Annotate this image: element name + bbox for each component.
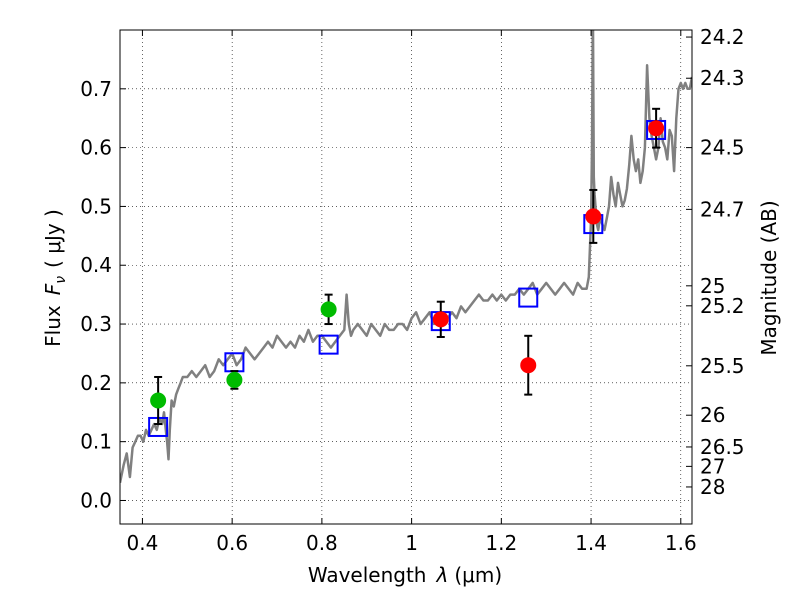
y2-tick-label: 26.5 [700, 435, 745, 459]
y2-tick-label: 26 [700, 403, 725, 427]
y-axis-label-text: Flux [41, 305, 65, 347]
point-layer [150, 120, 665, 409]
plot-frame [119, 29, 693, 525]
plot-area [120, 30, 692, 524]
tick-layer: 0.4 0.6 0.8 1 1.2 1.4 1.6 0.0 0.1 0.2 0.3 0.4 0.5 0.6… [80, 25, 744, 555]
y-tick-label: 0.7 [80, 77, 112, 101]
y2-tick-label: 24.7 [700, 197, 745, 221]
y2-tick-label: 27 [700, 454, 725, 478]
y2-tick-label: 25 [700, 274, 725, 298]
x-tick-label: 1.6 [665, 531, 697, 555]
y2-tick-label: 24.3 [700, 66, 745, 90]
y-tick-label: 0.3 [80, 312, 112, 336]
y2-tick-label: 25.2 [700, 294, 745, 318]
y-tick-label: 0.0 [80, 488, 112, 512]
model-box-layer [148, 119, 667, 437]
y2-tick-label: 24.5 [700, 136, 745, 160]
y-tick-label: 0.6 [80, 136, 112, 160]
y-tick-label: 0.5 [80, 194, 112, 218]
red-point [520, 357, 537, 374]
y-axis-label-symbol: F [41, 283, 65, 295]
green-point [226, 371, 243, 388]
x-axis-label-text: Wavelength [308, 563, 427, 587]
x-axis-label-symbol: λ [436, 563, 449, 587]
y2-tick-label: 25.5 [700, 354, 745, 378]
x-tick-label: 0.6 [216, 531, 248, 555]
y-tick-label: 0.1 [80, 430, 112, 454]
x-tick-label: 0.8 [306, 531, 338, 555]
red-point [648, 120, 665, 137]
y-axis-label-unit: ( μJy ) [41, 209, 65, 268]
green-point [320, 301, 337, 318]
red-point [585, 208, 602, 225]
y2-axis-label: Magnitude (AB) [757, 200, 781, 355]
red-point [432, 311, 449, 328]
x-tick-label: 0.4 [127, 531, 159, 555]
x-axis-label: Wavelength λ (μm) [308, 563, 502, 587]
y2-tick-label: 28 [700, 475, 725, 499]
x-tick-label: 1 [405, 531, 418, 555]
y-tick-label: 0.2 [80, 371, 112, 395]
y-tick-label: 0.4 [80, 253, 112, 277]
y-axis-label-subscript: ν [53, 276, 69, 284]
y-axis-label: Flux Fν ( μJy ) [41, 209, 69, 347]
model-box [318, 334, 339, 355]
x-tick-label: 1.4 [575, 531, 607, 555]
y2-tick-label: 24.2 [700, 25, 745, 49]
model-box [518, 287, 539, 308]
x-axis-label-unit: (μm) [454, 563, 502, 587]
green-point [150, 392, 167, 409]
x-tick-label: 1.2 [485, 531, 517, 555]
